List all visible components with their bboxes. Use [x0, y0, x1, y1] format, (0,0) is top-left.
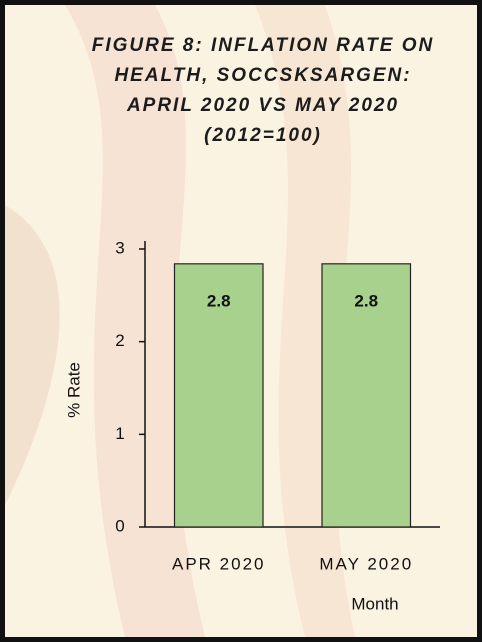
data-label: 2.8	[207, 291, 231, 310]
chart: % Rate Month 0 1 2 3 APR 2020 2.8 MAY 2020 2.8	[64, 238, 440, 613]
bar	[321, 263, 412, 528]
bar	[173, 263, 264, 528]
y-tick-label: 0	[115, 516, 124, 535]
y-tick-label: 3	[115, 238, 124, 257]
y-tick-label: 1	[115, 424, 124, 443]
x-axis-label: Month	[351, 594, 398, 613]
x-tick-label: APR 2020	[172, 554, 266, 573]
x-tick-label: MAY 2020	[319, 554, 413, 573]
y-axis-label: % Rate	[64, 362, 83, 418]
chart-title: FIGURE 8: INFLATION RATE ON HEALTH, SOCC…	[91, 35, 435, 146]
y-tick-label: 2	[115, 331, 124, 350]
data-label: 2.8	[354, 291, 378, 310]
